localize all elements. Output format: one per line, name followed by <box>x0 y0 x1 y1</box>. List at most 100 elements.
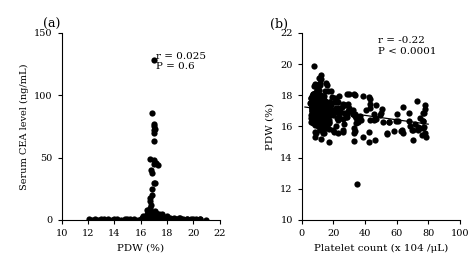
Point <box>319 106 327 110</box>
Point <box>365 140 373 144</box>
Point <box>317 108 324 112</box>
Point <box>164 216 172 220</box>
Point <box>314 93 322 97</box>
Point <box>335 115 343 120</box>
Point <box>150 162 157 166</box>
Point <box>322 103 329 107</box>
Point <box>365 130 373 134</box>
Point <box>312 113 320 117</box>
Point <box>183 217 191 221</box>
Point <box>319 130 327 135</box>
Point <box>320 93 328 98</box>
Point <box>309 105 316 109</box>
Point <box>325 106 332 110</box>
Point <box>416 126 423 130</box>
Point <box>316 126 324 131</box>
Point <box>310 93 317 97</box>
Point <box>130 217 138 222</box>
Point <box>359 134 366 139</box>
Point <box>151 180 159 185</box>
Point <box>170 216 177 220</box>
Point <box>150 180 157 185</box>
Point <box>315 93 322 98</box>
Point <box>326 127 333 132</box>
Point <box>331 95 339 100</box>
Point <box>310 112 318 117</box>
Point <box>308 106 316 111</box>
X-axis label: PDW (%): PDW (%) <box>117 244 164 252</box>
Point <box>349 112 356 116</box>
Point <box>310 101 318 106</box>
Point <box>332 97 340 101</box>
Point <box>311 82 319 86</box>
Point <box>329 113 337 117</box>
Point <box>166 215 173 220</box>
Point <box>310 92 318 96</box>
Point <box>318 125 326 129</box>
Point <box>372 117 380 121</box>
Point <box>155 217 163 222</box>
Point <box>316 93 324 97</box>
Point <box>146 199 154 204</box>
Point <box>309 104 317 108</box>
Point <box>340 122 347 126</box>
Point <box>88 218 96 222</box>
Point <box>315 87 323 92</box>
Point <box>309 110 317 114</box>
Point <box>322 81 330 86</box>
Point <box>151 211 159 216</box>
Point <box>153 218 160 222</box>
Point <box>325 140 332 144</box>
Point <box>314 89 322 93</box>
Point <box>147 203 155 207</box>
Point <box>350 108 357 112</box>
Point <box>326 112 334 116</box>
Point <box>413 98 421 103</box>
Point <box>310 97 317 102</box>
Point <box>311 135 319 139</box>
Point <box>352 128 359 133</box>
Point <box>393 112 401 116</box>
Point <box>311 118 319 123</box>
Point <box>379 120 387 124</box>
Point <box>352 120 360 125</box>
Point <box>314 106 322 111</box>
Point <box>314 122 322 127</box>
Point <box>308 94 316 98</box>
Point <box>371 116 378 120</box>
Point <box>399 130 407 135</box>
Point <box>316 108 323 112</box>
Point <box>312 107 320 111</box>
Point <box>318 94 326 98</box>
Point <box>315 94 323 99</box>
Point <box>319 107 327 111</box>
Point <box>329 108 337 113</box>
Point <box>317 115 325 120</box>
Point <box>134 217 142 222</box>
Point <box>400 104 407 109</box>
Point <box>392 119 400 123</box>
Point <box>309 105 317 109</box>
Point <box>328 89 335 93</box>
Point <box>146 208 154 212</box>
Point <box>321 98 329 103</box>
Point <box>385 120 393 124</box>
Point <box>144 211 151 216</box>
Point <box>163 216 171 221</box>
Point <box>159 217 167 222</box>
Point <box>345 102 352 106</box>
Point <box>150 122 157 126</box>
Point <box>308 120 315 125</box>
Point <box>310 93 318 97</box>
Point <box>322 113 329 118</box>
Point <box>319 112 327 116</box>
Point <box>308 98 316 102</box>
Point <box>313 107 321 112</box>
Point <box>324 89 331 94</box>
Point <box>149 187 156 191</box>
Point <box>321 89 329 93</box>
Point <box>308 117 316 122</box>
Point <box>141 216 148 220</box>
Point <box>173 217 180 222</box>
Point <box>151 217 159 222</box>
